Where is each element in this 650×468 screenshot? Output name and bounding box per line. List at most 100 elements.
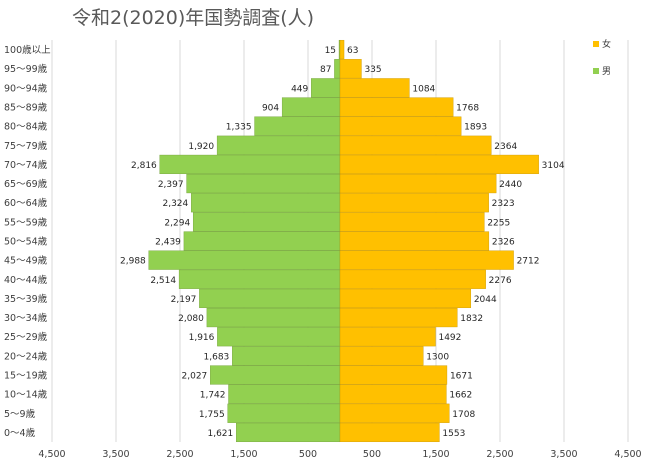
bar-female-12: [339, 269, 486, 289]
bar-female-7: [339, 173, 497, 194]
chart-title: 令和2(2020)年国勢調査(人): [72, 7, 314, 29]
category-label-19: 5～9歳: [4, 408, 36, 420]
category-label-11: 45～49歳: [4, 255, 48, 267]
bar-female-15: [339, 327, 436, 347]
data-label-female-12: 2276: [489, 276, 512, 286]
data-label-female-9: 2255: [487, 218, 510, 228]
data-label-male-13: 2,197: [171, 295, 197, 305]
data-labels: 15 63 87 335 449 1084 904 1768 1,335 1893 1,920 236…: [120, 46, 565, 439]
category-label-10: 50～54歳: [4, 236, 48, 248]
data-label-male-10: 2,439: [155, 238, 181, 248]
data-label-male-12: 2,514: [150, 276, 176, 286]
data-label-male-4: 1,335: [226, 123, 252, 133]
category-label-15: 25～29歳: [4, 331, 48, 343]
x-tick-label-3: 1,500: [230, 449, 257, 460]
data-label-female-17: 1671: [450, 372, 473, 382]
bar-male-14: [206, 307, 341, 328]
category-label-8: 60～64歳: [4, 197, 48, 209]
bar-female-13: [339, 288, 472, 309]
data-label-male-16: 1,683: [204, 352, 230, 362]
data-label-female-15: 1492: [438, 333, 461, 343]
bar-male-1: [334, 59, 341, 79]
category-label-13: 35～39歳: [4, 293, 48, 305]
category-label-17: 15～19歳: [4, 370, 48, 382]
legend-swatch-0: [593, 41, 599, 47]
bar-female-20: [339, 422, 440, 443]
bar-female-0: [339, 39, 345, 60]
data-label-male-3: 904: [262, 104, 279, 114]
data-label-female-10: 2326: [492, 238, 515, 248]
data-label-female-4: 1893: [464, 123, 487, 133]
legend: 女男: [593, 38, 611, 77]
data-label-male-15: 1,916: [189, 333, 215, 343]
bar-female-6: [339, 154, 539, 175]
bar-male-5: [216, 135, 341, 155]
bar-female-10: [339, 231, 490, 251]
legend-label-1: 男: [602, 66, 611, 77]
data-label-female-8: 2323: [492, 199, 515, 209]
bar-male-18: [228, 384, 341, 404]
data-label-male-2: 449: [291, 84, 308, 94]
x-tick-label-9: 4,500: [614, 449, 641, 460]
category-label-4: 80～84歳: [4, 121, 48, 133]
data-label-female-5: 2364: [494, 142, 517, 152]
bar-female-19: [339, 403, 450, 423]
x-tick-label-5: 500: [363, 449, 381, 460]
x-tick-label-4: 500: [299, 449, 317, 460]
bar-male-8: [191, 193, 341, 213]
bar-male-6: [159, 154, 341, 175]
legend-swatch-1: [593, 68, 599, 74]
category-label-12: 40～44歳: [4, 274, 48, 286]
bar-female-17: [339, 365, 448, 385]
bar-male-16: [232, 346, 341, 366]
bar-female-3: [339, 97, 454, 117]
data-label-male-6: 2,816: [131, 161, 157, 171]
legend-label-0: 女: [602, 38, 611, 50]
data-label-female-13: 2044: [474, 295, 497, 305]
bar-male-9: [192, 212, 341, 232]
data-label-female-7: 2440: [499, 180, 522, 190]
x-tick-label-8: 3,500: [550, 449, 577, 460]
x-tick-label-6: 1,500: [422, 449, 449, 460]
category-labels: 100歳以上 95～99歳 90～94歳 85～89歳 80～84歳 75～79歳 70～7…: [4, 44, 51, 439]
data-label-female-20: 1553: [442, 429, 465, 439]
x-tick-label-2: 2,500: [166, 449, 193, 460]
category-label-20: 0～4歳: [4, 427, 36, 439]
bars: [148, 39, 539, 443]
data-label-male-20: 1,621: [207, 429, 233, 439]
data-label-female-6: 3104: [542, 161, 565, 171]
data-label-female-11: 2712: [517, 257, 540, 267]
bar-male-17: [210, 365, 341, 385]
bar-female-1: [339, 59, 362, 79]
category-label-18: 10～14歳: [4, 389, 48, 401]
bar-male-11: [148, 250, 341, 270]
bar-female-2: [339, 78, 410, 98]
bar-female-14: [339, 307, 458, 328]
category-label-6: 70～74歳: [4, 159, 48, 171]
category-label-16: 20～24歳: [4, 350, 48, 362]
data-label-male-8: 2,324: [162, 199, 188, 209]
category-label-14: 30～34歳: [4, 312, 48, 324]
data-label-female-1: 335: [364, 65, 381, 75]
bar-male-2: [311, 78, 341, 98]
bar-male-7: [186, 173, 341, 194]
bar-male-15: [217, 327, 341, 347]
bar-female-5: [339, 135, 492, 155]
x-tick-label-1: 3,500: [102, 449, 129, 460]
data-label-female-0: 63: [347, 46, 358, 56]
data-label-female-2: 1084: [412, 84, 435, 94]
category-label-1: 95～99歳: [4, 63, 48, 75]
data-label-female-16: 1300: [426, 352, 449, 362]
bar-male-3: [281, 97, 341, 117]
data-label-male-14: 2,080: [178, 314, 204, 324]
x-tick-label-0: 4,500: [38, 449, 65, 460]
bar-male-20: [236, 422, 341, 443]
data-label-male-11: 2,988: [120, 257, 146, 267]
bar-female-11: [339, 250, 514, 270]
category-label-3: 85～89歳: [4, 102, 48, 114]
x-axis-tick-labels: 4,500 3,500 2,500 1,500 500 500 1,500 2,500 3,50…: [38, 449, 641, 460]
category-label-9: 55～59歳: [4, 216, 48, 228]
bar-male-19: [227, 403, 341, 423]
